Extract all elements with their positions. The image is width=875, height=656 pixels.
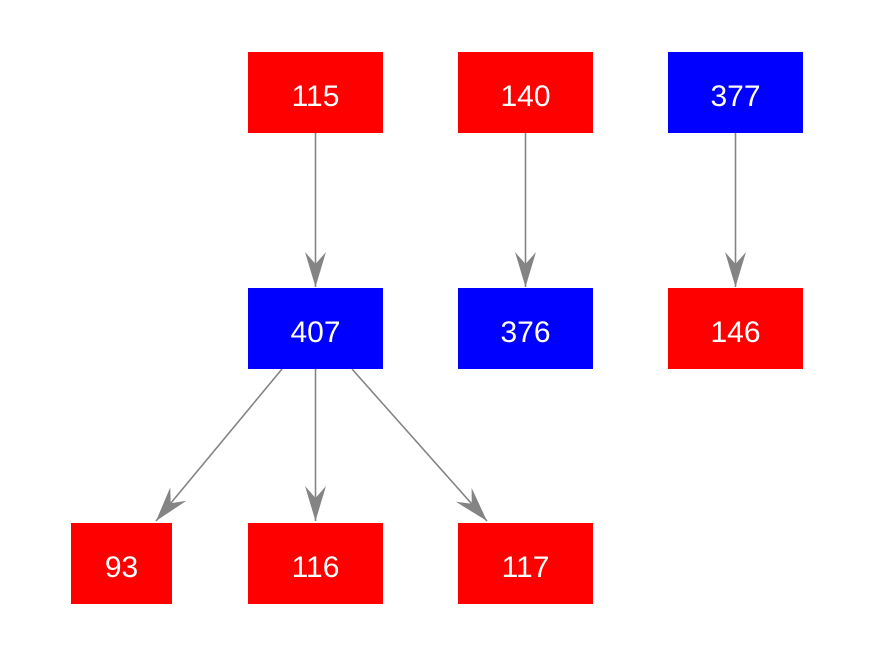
edge-group: [155, 133, 746, 522]
node-93[interactable]: 93: [71, 523, 172, 604]
node-407[interactable]: 407: [248, 288, 383, 369]
node-116[interactable]: 116: [248, 523, 383, 604]
node-117[interactable]: 117: [458, 523, 593, 604]
node-377[interactable]: 377: [668, 52, 803, 133]
node-140[interactable]: 140: [458, 52, 593, 133]
edge-407-117: [351, 368, 488, 522]
node-115[interactable]: 115: [248, 52, 383, 133]
edge-407-93: [155, 368, 283, 522]
node-146[interactable]: 146: [668, 288, 803, 369]
node-376[interactable]: 376: [458, 288, 593, 369]
